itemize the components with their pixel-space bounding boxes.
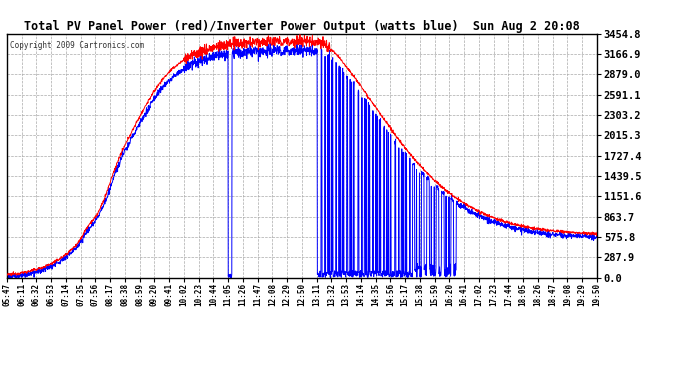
Title: Total PV Panel Power (red)/Inverter Power Output (watts blue)  Sun Aug 2 20:08: Total PV Panel Power (red)/Inverter Powe… — [24, 20, 580, 33]
Text: Copyright 2009 Cartronics.com: Copyright 2009 Cartronics.com — [10, 41, 144, 50]
